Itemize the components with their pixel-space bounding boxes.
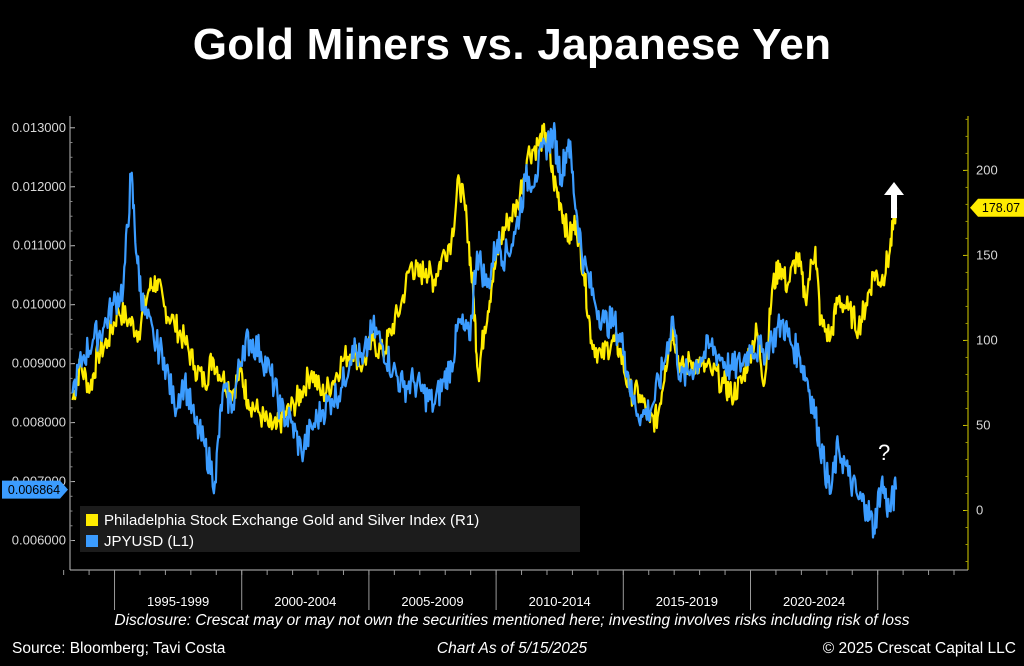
- legend-label: Philadelphia Stock Exchange Gold and Sil…: [104, 512, 479, 529]
- x-tick-label: 2010-2014: [529, 594, 591, 609]
- left-tick-label: 0.013000: [12, 120, 66, 135]
- last-value-label-left: 0.006864: [8, 483, 60, 497]
- left-tick-label: 0.009000: [12, 356, 66, 371]
- arrow-up-icon: [884, 182, 904, 218]
- left-tick-label: 0.010000: [12, 297, 66, 312]
- copyright-text: © 2025 Crescat Capital LLC: [822, 640, 1016, 657]
- as-of-date: Chart As of 5/15/2025: [436, 640, 588, 657]
- right-tick-label: 150: [976, 247, 998, 262]
- right-tick-label: 100: [976, 332, 998, 347]
- series-line-jpyusd: [71, 122, 898, 539]
- legend-box: [80, 506, 580, 552]
- legend-swatch: [86, 514, 98, 526]
- x-tick-label: 2020-2024: [783, 594, 845, 609]
- question-mark-annotation: ?: [878, 440, 891, 465]
- x-tick-label: 1995-1999: [147, 594, 209, 609]
- last-value-tag-right: [970, 198, 1024, 217]
- last-value-tag-left: [2, 480, 68, 499]
- chart-title: Gold Miners vs. Japanese Yen: [192, 20, 832, 69]
- left-tick-label: 0.011000: [13, 238, 66, 253]
- right-tick-label: 0: [976, 502, 983, 517]
- x-tick-label: 2015-2019: [656, 594, 718, 609]
- right-tick-label: 200: [976, 162, 998, 177]
- source-text: Source: Bloomberg; Tavi Costa: [12, 640, 226, 657]
- x-tick-label: 2000-2004: [274, 594, 336, 609]
- legend-swatch: [86, 535, 98, 547]
- left-tick-label: 0.006000: [12, 533, 66, 548]
- disclosure-text: Disclosure: Crescat may or may not own t…: [114, 612, 910, 629]
- x-tick-label: 2005-2009: [401, 594, 463, 609]
- legend-label: JPYUSD (L1): [104, 533, 194, 550]
- left-tick-label: 0.012000: [12, 179, 66, 194]
- left-tick-label: 0.008000: [12, 415, 66, 430]
- legend: Philadelphia Stock Exchange Gold and Sil…: [80, 506, 580, 552]
- right-tick-label: 50: [976, 417, 990, 432]
- last-value-label-right: 178.07: [982, 201, 1020, 215]
